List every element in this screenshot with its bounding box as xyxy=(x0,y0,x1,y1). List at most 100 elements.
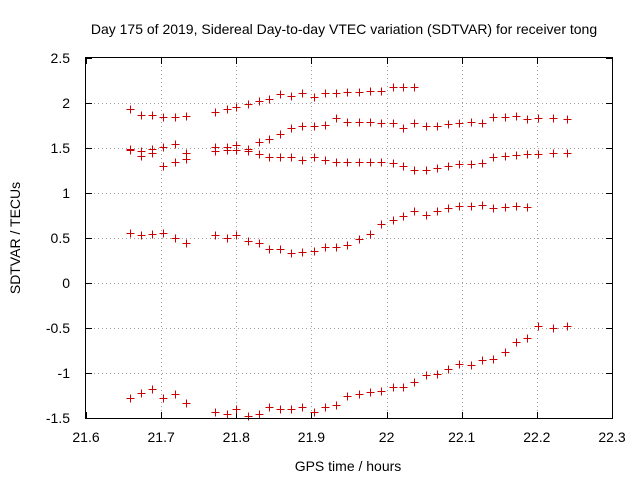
data-point xyxy=(159,162,168,171)
data-point xyxy=(512,338,521,347)
data-point xyxy=(478,201,487,210)
y-tick-label: 2 xyxy=(62,95,70,111)
data-point xyxy=(422,371,431,380)
data-point xyxy=(433,164,442,173)
data-point xyxy=(321,243,330,252)
data-point xyxy=(355,158,364,167)
data-point xyxy=(223,234,232,243)
data-point xyxy=(321,156,330,165)
data-point xyxy=(126,229,135,238)
data-point xyxy=(287,249,296,258)
data-point xyxy=(310,247,319,256)
data-point xyxy=(137,389,146,398)
data-point xyxy=(355,390,364,399)
data-point xyxy=(298,89,307,98)
data-point xyxy=(310,408,319,417)
data-point xyxy=(343,392,352,401)
data-point xyxy=(223,410,232,419)
data-point xyxy=(321,121,330,130)
data-point xyxy=(126,105,135,114)
data-point xyxy=(244,145,253,154)
data-point xyxy=(512,151,521,160)
y-tick-label: 0.5 xyxy=(51,230,71,246)
y-tick-label: 1.5 xyxy=(51,140,71,156)
data-point xyxy=(255,97,264,106)
data-point xyxy=(489,113,498,122)
data-point xyxy=(433,122,442,131)
data-point xyxy=(223,146,232,155)
data-point xyxy=(171,113,180,122)
data-point xyxy=(343,158,352,167)
data-point xyxy=(478,119,487,128)
x-tick-label: 21.9 xyxy=(298,429,325,445)
data-point xyxy=(523,334,532,343)
axis-ticks xyxy=(86,58,613,419)
data-point xyxy=(232,231,241,240)
data-point xyxy=(298,248,307,257)
data-point xyxy=(455,360,464,369)
data-point xyxy=(137,231,146,240)
data-point xyxy=(467,118,476,127)
data-point xyxy=(255,239,264,248)
data-point xyxy=(244,100,253,109)
data-point xyxy=(223,105,232,114)
x-tick-label: 22.2 xyxy=(523,429,550,445)
data-point xyxy=(366,118,375,127)
data-point xyxy=(422,166,431,175)
data-point xyxy=(455,202,464,211)
data-point xyxy=(377,119,386,128)
data-point xyxy=(211,147,220,156)
data-point xyxy=(444,120,453,129)
data-point xyxy=(137,111,146,120)
data-point xyxy=(244,412,253,421)
data-point xyxy=(389,83,398,92)
data-point xyxy=(182,399,191,408)
x-tick-label: 22.3 xyxy=(598,429,625,445)
y-tick-labels: -1.5 -1 -0.5 0 0.5 1 1.5 2 2.5 xyxy=(46,50,70,426)
data-point xyxy=(265,403,274,412)
x-tick-label: 21.7 xyxy=(148,429,175,445)
data-point xyxy=(137,152,146,161)
data-point xyxy=(211,108,220,117)
grid xyxy=(86,58,612,418)
data-point xyxy=(265,153,274,162)
y-axis-label: SDTVAR / TECUs xyxy=(7,182,23,294)
data-point xyxy=(455,119,464,128)
data-point xyxy=(287,153,296,162)
data-point xyxy=(276,405,285,414)
data-point xyxy=(148,385,157,394)
data-point xyxy=(265,95,274,104)
y-tick-label: -1.5 xyxy=(46,410,70,426)
data-point xyxy=(501,113,510,122)
y-tick-label: 1 xyxy=(62,185,70,201)
data-point xyxy=(366,230,375,239)
data-point xyxy=(332,243,341,252)
data-point xyxy=(232,103,241,112)
data-point xyxy=(410,207,419,216)
data-point xyxy=(444,365,453,374)
data-point xyxy=(310,153,319,162)
data-point xyxy=(287,124,296,133)
data-point xyxy=(343,88,352,97)
data-point xyxy=(332,401,341,410)
data-point xyxy=(211,231,220,240)
data-point xyxy=(182,155,191,164)
data-point xyxy=(159,143,168,152)
data-point xyxy=(343,118,352,127)
data-point xyxy=(389,216,398,225)
x-tick-label: 22 xyxy=(379,429,395,445)
data-point xyxy=(182,112,191,121)
data-point xyxy=(255,138,264,147)
data-point xyxy=(399,124,408,133)
data-point xyxy=(265,135,274,144)
data-point xyxy=(298,122,307,131)
data-point xyxy=(399,83,408,92)
data-point xyxy=(501,203,510,212)
data-point xyxy=(366,87,375,96)
data-point xyxy=(171,140,180,149)
data-point xyxy=(148,111,157,120)
data-point xyxy=(377,220,386,229)
data-point xyxy=(501,348,510,357)
y-tick-label: -0.5 xyxy=(46,320,70,336)
